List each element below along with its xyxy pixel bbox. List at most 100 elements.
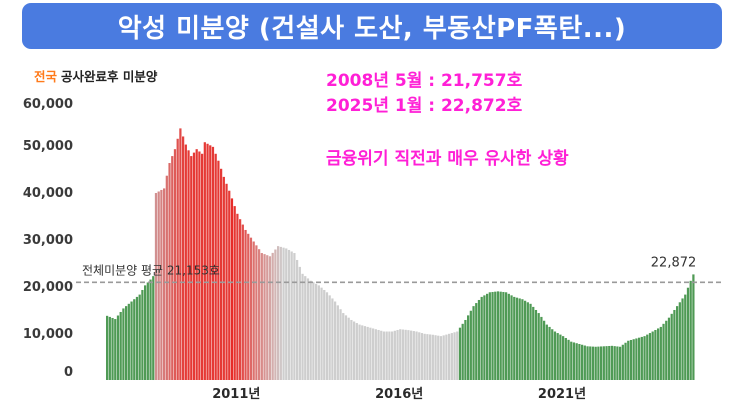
bar [589, 346, 592, 380]
bar [581, 344, 584, 380]
bar [255, 245, 258, 380]
bar [445, 334, 448, 380]
bar [374, 329, 377, 380]
bar [648, 333, 652, 380]
bar [296, 259, 299, 380]
bar [534, 309, 538, 380]
bar [434, 335, 437, 380]
bar [692, 274, 695, 380]
bar [464, 319, 467, 380]
bar [382, 331, 386, 380]
bar [372, 328, 375, 380]
bar [689, 280, 692, 380]
bar [578, 343, 581, 380]
annotation-2008: 2008년 5월 : 21,757호 [326, 71, 523, 91]
bar [605, 346, 608, 380]
bar [309, 280, 312, 380]
bar [173, 149, 177, 380]
annotation-2025: 2025년 1월 : 22,872호 [326, 96, 523, 116]
bar [526, 302, 529, 380]
bar [361, 325, 364, 380]
bar [608, 345, 611, 380]
bar [393, 330, 396, 380]
bar [532, 306, 535, 380]
bar [249, 237, 253, 380]
bar [621, 344, 624, 380]
bar [686, 287, 690, 380]
bar [241, 224, 244, 380]
bar [510, 295, 513, 380]
bar [488, 292, 491, 380]
bar [553, 331, 557, 380]
bar [106, 315, 109, 380]
bar [442, 335, 445, 380]
bar [586, 346, 589, 380]
bar [513, 296, 516, 380]
bar [363, 326, 367, 380]
bar [575, 343, 578, 380]
bar [290, 251, 293, 380]
bar [380, 330, 383, 380]
bar [662, 323, 665, 380]
bar [594, 346, 597, 380]
bar [160, 189, 163, 380]
bar [600, 346, 603, 380]
bar [233, 206, 236, 380]
bar [537, 313, 540, 380]
bar [559, 334, 562, 380]
bar [168, 163, 171, 380]
bar [141, 289, 144, 380]
bar [437, 335, 440, 380]
bar [347, 317, 350, 380]
bar [135, 296, 139, 380]
bar [543, 320, 546, 380]
bar [336, 305, 339, 380]
bar [358, 324, 361, 380]
bar [157, 191, 160, 380]
bar [635, 338, 638, 380]
bar [217, 160, 220, 380]
bar [597, 346, 600, 380]
bar [583, 345, 586, 380]
bar [220, 168, 223, 380]
bar [344, 315, 348, 380]
bar [203, 142, 206, 380]
bar [306, 278, 310, 380]
bar [325, 292, 329, 380]
bar [252, 241, 255, 380]
bar [214, 153, 217, 380]
bar [602, 346, 605, 380]
average-label: 전체미분양 평균 21,153호 [82, 263, 220, 277]
bar [475, 303, 478, 380]
bar [209, 145, 212, 380]
bar [353, 321, 356, 380]
bar [323, 289, 326, 380]
bar [369, 327, 372, 380]
bar [179, 128, 182, 380]
bar [152, 276, 155, 381]
bar [521, 299, 524, 380]
bar [339, 309, 342, 380]
bar [529, 303, 532, 380]
bar [499, 291, 502, 380]
bar [116, 315, 120, 380]
bar [268, 256, 272, 380]
bar [418, 332, 421, 380]
bar [130, 301, 133, 380]
bar [431, 334, 434, 380]
banner-title: 악성 미분양 (건설사 도산, 부동산PF폭탄...) [22, 3, 722, 49]
bar [477, 299, 481, 380]
bar [681, 298, 684, 380]
bar [461, 323, 464, 380]
bar [507, 293, 510, 380]
bar [247, 233, 250, 380]
bar [646, 334, 649, 380]
bar [274, 249, 277, 380]
bar [282, 247, 285, 380]
bar [293, 253, 296, 380]
bar [315, 283, 318, 380]
bar [472, 306, 475, 380]
bar [540, 316, 543, 380]
bar [610, 345, 614, 380]
